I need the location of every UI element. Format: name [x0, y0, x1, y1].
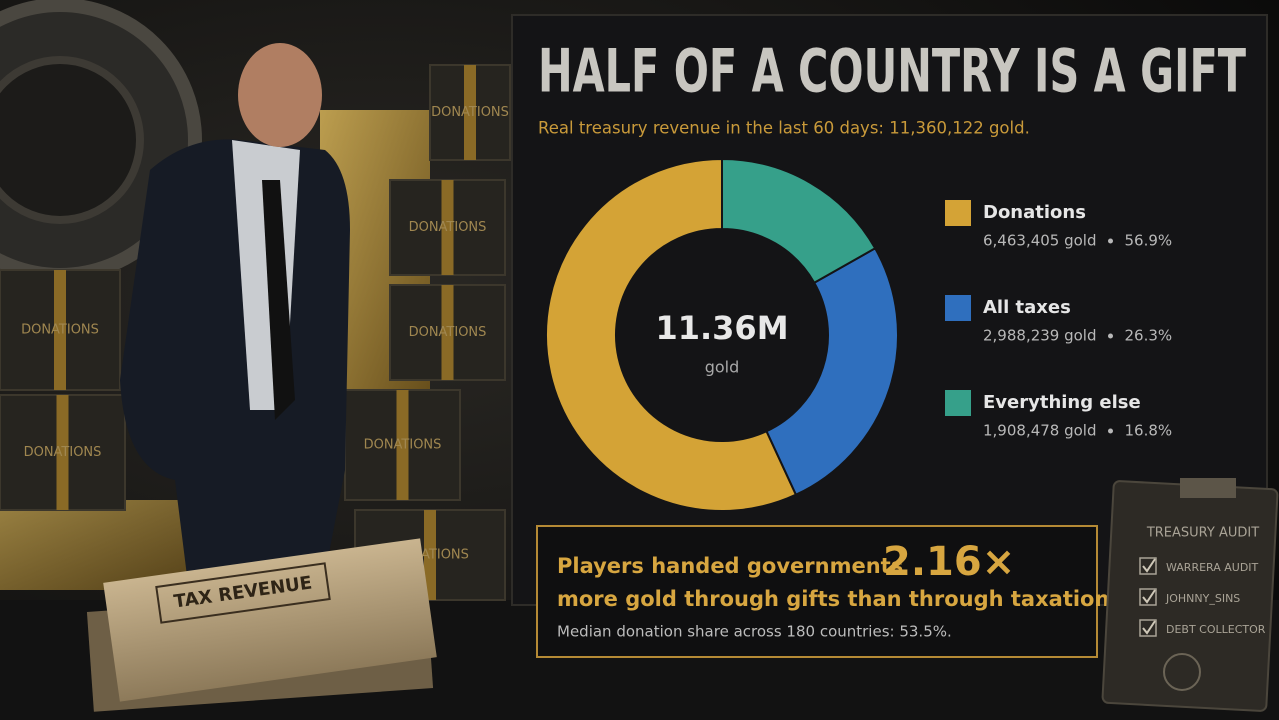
legend-swatch — [945, 200, 971, 226]
box-strap — [441, 285, 454, 380]
callout-line2: more gold through gifts than through tax… — [557, 587, 1117, 611]
clipboard-clip — [1180, 478, 1236, 498]
box-label: DONATIONS — [409, 325, 487, 340]
checkbox — [1139, 557, 1157, 575]
box-strap — [424, 510, 436, 600]
folder-cover — [103, 538, 437, 702]
clipboard-title: TREASURY AUDIT — [1146, 526, 1259, 541]
box-label: DONATIONS — [431, 105, 509, 120]
clipboard-item: DEBT COLLECTOR — [1166, 623, 1266, 636]
donut-segment — [765, 246, 899, 497]
legend-label: Everything else — [983, 392, 1141, 413]
callout-note: Median donation share across 180 countri… — [557, 623, 952, 641]
callout-highlight: 2.16× — [883, 539, 1015, 585]
legend-label: All taxes — [983, 297, 1071, 318]
separator-dot — [1108, 428, 1113, 434]
clipboard-item: JOHNNY_SINS — [1165, 592, 1240, 605]
clipboard-item: WARRERA AUDIT — [1166, 561, 1259, 574]
head — [238, 43, 322, 147]
tie — [262, 180, 295, 420]
legend-label: Donations — [983, 202, 1086, 223]
folder-stamp — [155, 562, 331, 624]
separator-dot — [1108, 238, 1113, 244]
title: HALF OF A COUNTRY IS A GIFT — [538, 37, 1246, 107]
checkmark — [1142, 620, 1156, 635]
box-label: DONATIONS — [409, 220, 487, 235]
box-label: DONATIONS — [24, 445, 102, 460]
amount-label: 1,908,478 gold — [983, 422, 1097, 440]
vault-wheel — [0, 56, 144, 224]
subtitle: Real treasury revenue in the last 60 day… — [538, 119, 1030, 138]
checkbox — [1139, 619, 1157, 637]
amount-label: 6,463,405 gold — [983, 232, 1097, 250]
separator-dot — [1108, 333, 1113, 339]
value-label: 26.3% — [1125, 327, 1173, 345]
box-strap — [396, 390, 409, 500]
clipboard: TREASURY AUDIT WARRERA AUDIT JOHNNY_SINS D… — [1101, 478, 1279, 712]
value-label: 16.8% — [1125, 422, 1173, 440]
center-sublabel: gold — [705, 358, 740, 377]
legend-swatch — [945, 295, 971, 321]
center-label: 11.36M — [655, 309, 788, 347]
legend: Donations 6,463,405 gold 56.9% All taxes 2,9… — [945, 200, 1172, 440]
checkmark — [1142, 589, 1156, 604]
box-label: DONATIONS — [21, 323, 99, 338]
folder: TAX REVENUE — [86, 538, 437, 712]
seal — [1163, 653, 1201, 691]
checkbox — [1139, 588, 1157, 606]
clipboard-items: WARRERA AUDIT JOHNNY_SINS DEBT COLLECTOR — [1139, 557, 1266, 637]
box-strap — [441, 180, 454, 275]
legend-swatch — [945, 390, 971, 416]
box-label: DONATIONS — [364, 438, 442, 453]
donut-segment — [545, 157, 798, 512]
box-strap — [56, 395, 69, 510]
box-strap — [464, 65, 476, 160]
callout-box — [536, 525, 1098, 658]
donation-boxes: DONATIONS DONATIONS DONATIONS DONATIONS DONA… — [0, 64, 511, 601]
donut-chart — [545, 157, 899, 512]
callout-line1: Players handed governments — [557, 554, 903, 578]
value-label: 56.9% — [1125, 232, 1173, 250]
amount-label: 2,988,239 gold — [983, 327, 1097, 345]
man — [120, 43, 350, 600]
box-strap — [54, 270, 66, 390]
checkmark — [1142, 558, 1156, 573]
donut-segment — [721, 157, 877, 285]
